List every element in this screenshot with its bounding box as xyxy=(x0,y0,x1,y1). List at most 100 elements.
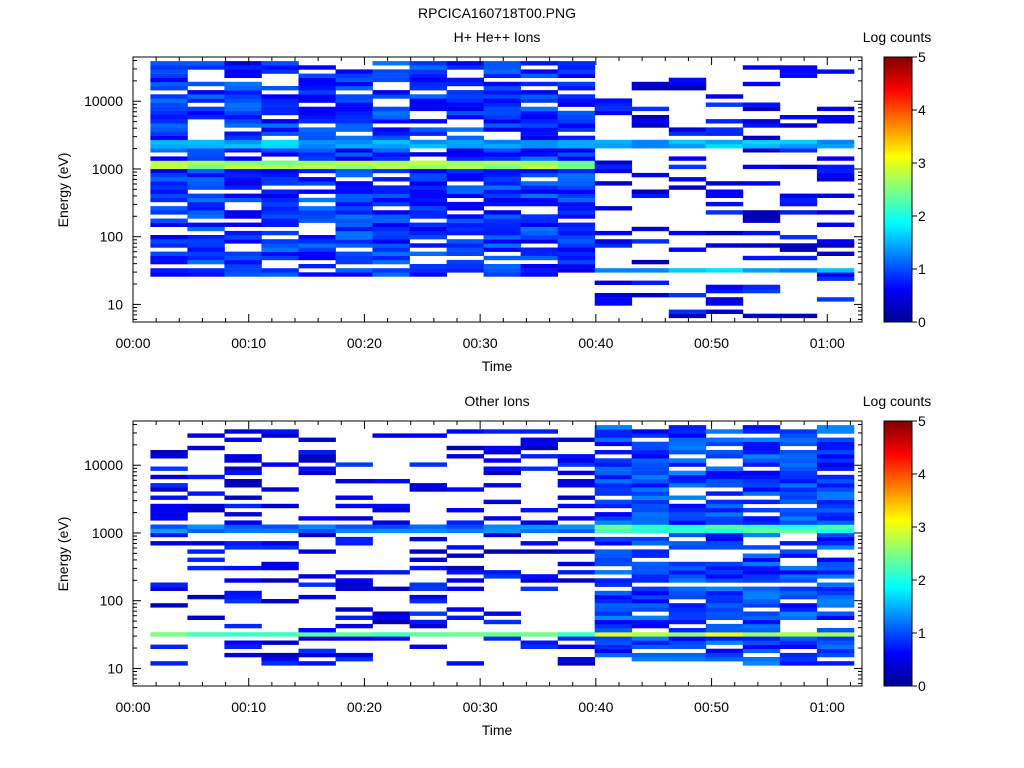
heatmap-cell xyxy=(298,77,336,83)
heatmap-cell xyxy=(446,268,484,273)
heatmap-cell xyxy=(483,181,521,186)
heatmap-cell xyxy=(261,652,299,658)
heatmap-cell xyxy=(150,181,188,186)
heatmap-cell xyxy=(224,73,262,78)
heatmap-cell xyxy=(816,115,855,120)
heatmap-cell xyxy=(298,210,336,215)
heatmap-cell xyxy=(150,115,188,120)
heatmap-cell xyxy=(742,483,781,488)
heatmap-cell xyxy=(261,131,299,136)
heatmap-cell xyxy=(594,181,633,186)
heatmap-cell xyxy=(261,487,299,492)
heatmap-cell xyxy=(335,541,373,546)
heatmap-cell xyxy=(816,628,855,633)
heatmap-cell xyxy=(631,441,670,447)
heatmap-cell xyxy=(335,636,373,641)
heatmap-cell xyxy=(668,479,707,484)
heatmap-cell xyxy=(335,214,373,219)
heatmap-cell xyxy=(372,193,410,198)
heatmap-cell xyxy=(742,425,781,430)
heatmap-cell xyxy=(335,524,373,529)
heatmap-cell xyxy=(372,139,410,145)
heatmap-cell xyxy=(705,520,744,525)
heatmap-cell xyxy=(409,94,447,99)
heatmap-cell xyxy=(594,648,633,654)
heatmap-cell xyxy=(409,623,447,629)
x-tick-label: 00:10 xyxy=(231,335,266,351)
heatmap-cell xyxy=(816,599,855,604)
heatmap-cell xyxy=(631,636,670,641)
heatmap-cell xyxy=(409,230,447,236)
heatmap-cell xyxy=(742,119,781,124)
heatmap-cell xyxy=(631,268,670,273)
heatmap-cell xyxy=(483,429,521,434)
heatmap-cell xyxy=(409,462,447,467)
heatmap-cell xyxy=(409,197,447,203)
heatmap-cell xyxy=(520,524,558,529)
heatmap-cell xyxy=(668,458,707,463)
heatmap-cell xyxy=(187,214,225,219)
heatmap-cell xyxy=(705,470,744,476)
heatmap-cell xyxy=(742,586,781,591)
heatmap-cell xyxy=(261,661,299,666)
heatmap-cell xyxy=(446,193,484,198)
heatmap-cell xyxy=(631,487,670,492)
heatmap-cell xyxy=(779,164,818,170)
heatmap-cell xyxy=(261,119,299,124)
heatmap-cell xyxy=(446,570,484,575)
heatmap-cell xyxy=(224,160,262,165)
heatmap-cell xyxy=(261,541,299,546)
heatmap-cell xyxy=(557,139,596,145)
heatmap-cell xyxy=(631,239,670,244)
heatmap-cell xyxy=(705,243,744,248)
heatmap-cell xyxy=(557,98,596,103)
heatmap-cell xyxy=(816,106,855,112)
heatmap-cell xyxy=(631,450,670,455)
heatmap-cell xyxy=(261,177,299,182)
heatmap-cell xyxy=(668,433,707,438)
heatmap-cell xyxy=(187,201,225,207)
heatmap-cell xyxy=(187,508,225,513)
heatmap-cell xyxy=(483,156,521,161)
heatmap-cell xyxy=(298,206,336,211)
heatmap-cell xyxy=(816,268,855,273)
heatmap-cell xyxy=(372,197,410,203)
heatmap-cell xyxy=(631,503,670,509)
heatmap-cell xyxy=(742,214,781,219)
heatmap-cell xyxy=(594,280,633,285)
heatmap-cell xyxy=(224,214,262,219)
heatmap-cell xyxy=(150,160,188,165)
heatmap-cell xyxy=(705,607,744,612)
heatmap-cell xyxy=(557,230,596,236)
heatmap-cell xyxy=(483,115,521,120)
heatmap-cell xyxy=(705,603,744,608)
heatmap-cell xyxy=(372,135,410,141)
heatmap-cell xyxy=(224,65,262,70)
heatmap-cell xyxy=(298,437,336,442)
heatmap-cell xyxy=(557,81,596,87)
heatmap-cell xyxy=(261,61,299,66)
heatmap-cell xyxy=(705,594,744,600)
heatmap-cell xyxy=(224,210,262,215)
heatmap-cell xyxy=(631,429,670,434)
heatmap-cell xyxy=(705,628,744,633)
heatmap-cell xyxy=(557,479,596,484)
heatmap-cell xyxy=(409,599,447,604)
heatmap-cell xyxy=(668,644,707,649)
heatmap-cell xyxy=(372,222,410,227)
heatmap-cell xyxy=(816,243,855,248)
heatmap-cell xyxy=(409,251,447,256)
heatmap-cell xyxy=(742,268,781,273)
heatmap-cell xyxy=(557,255,596,261)
heatmap-cell xyxy=(409,189,447,194)
heatmap-cell xyxy=(446,445,484,451)
heatmap-cell xyxy=(594,528,633,534)
heatmap-cell xyxy=(742,181,781,186)
heatmap-cell xyxy=(816,516,855,521)
heatmap-cell xyxy=(705,437,744,442)
heatmap-cell xyxy=(520,268,558,273)
heatmap-cell xyxy=(557,483,596,488)
heatmap-cell xyxy=(372,148,410,153)
y-tick-label: 100 xyxy=(100,593,124,609)
